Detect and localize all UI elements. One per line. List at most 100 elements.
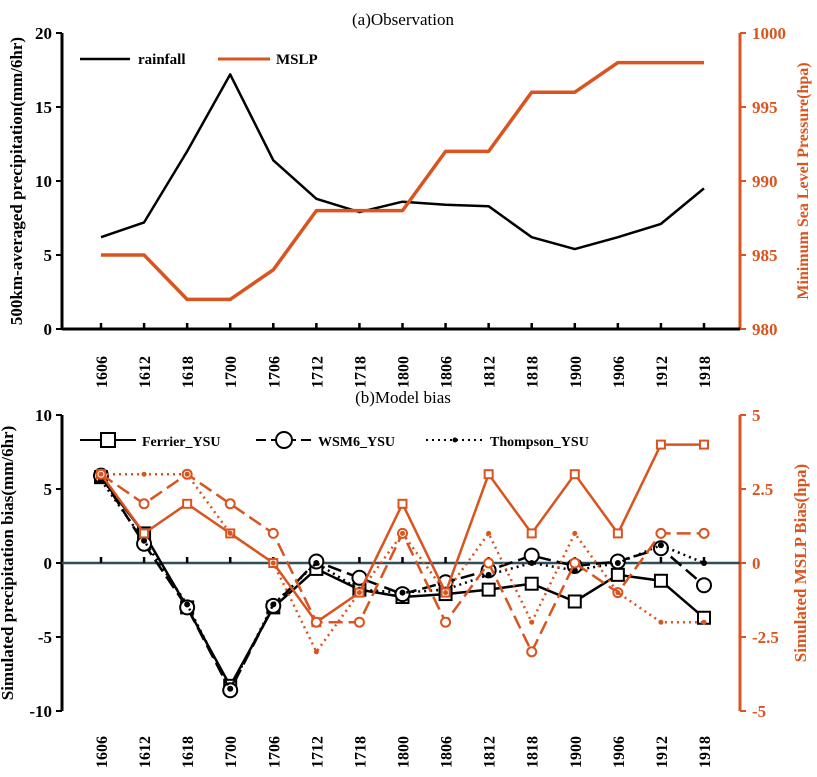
- wsm6_ysu-point: [696, 577, 712, 594]
- series-5-point: [486, 530, 492, 536]
- series-4-point: [267, 527, 279, 539]
- panel-b-right-axis-label: Simulated MSLP Bias(hpa): [791, 464, 810, 662]
- panel-a-left-axis-label: 500km-averaged precipitation(mm/6hr): [7, 37, 26, 325]
- right-y-tick-label: -2.5: [752, 628, 779, 647]
- series-3-point: [397, 498, 408, 509]
- series-5-point: [356, 590, 362, 596]
- left-y-tick-label: -5: [38, 628, 52, 647]
- ferrier_ysu-point: [610, 567, 625, 582]
- panel-a-title: (a)Observation: [352, 10, 454, 29]
- x-tick-label: 1618: [180, 356, 197, 388]
- x-tick-label: 1812: [482, 736, 499, 768]
- x-tick-label: 1918: [697, 356, 714, 388]
- series-3-point: [139, 528, 150, 539]
- x-tick-label: 1618: [180, 736, 197, 768]
- left-y-tick-label: 5: [44, 246, 53, 265]
- thompson_ysu-point: [528, 560, 535, 566]
- panel-a-legend: rainfall MSLP: [80, 52, 318, 68]
- series-3-point: [182, 498, 193, 509]
- right-y-tick-label: 0: [752, 554, 761, 573]
- x-tick-label: 1912: [654, 736, 671, 768]
- thompson_ysu-point: [313, 560, 320, 566]
- x-tick-label: 1706: [266, 356, 283, 388]
- x-tick-label: 1700: [223, 736, 240, 768]
- thompson_ysu-point: [701, 560, 707, 566]
- series-4-point: [483, 557, 495, 569]
- right-y-tick-label: 2.5: [752, 480, 773, 499]
- legend-wsm6-marker: [275, 431, 293, 449]
- series-5-point: [141, 471, 147, 477]
- series-4-point: [138, 498, 150, 510]
- thompson_ysu-point: [399, 589, 406, 596]
- series-5-point: [658, 619, 664, 625]
- ferrier_ysu-point: [653, 573, 668, 588]
- x-tick-label: 1606: [94, 356, 111, 388]
- x-tick-label: 1918: [697, 736, 714, 768]
- x-tick-label: 1800: [396, 356, 413, 388]
- ferrier_ysu-point: [567, 594, 582, 609]
- series-4-point: [440, 616, 452, 628]
- series-3-point: [655, 439, 666, 450]
- series-4-point: [310, 616, 322, 628]
- panel-a-right-axis-label: Minimum Sea Level Pressure(hpa): [795, 62, 812, 299]
- x-tick-label: 1818: [525, 356, 542, 388]
- series-5-point: [615, 590, 621, 596]
- left-y-tick-label: 10: [35, 406, 52, 425]
- right-y-tick-label: -5: [752, 702, 766, 721]
- series-4-point: [353, 616, 365, 628]
- legend-thompson-marker: [452, 437, 458, 443]
- right-y-tick-label: 980: [752, 320, 778, 339]
- right-y-tick-label: 1000: [752, 24, 786, 43]
- series-4-point: [224, 498, 236, 510]
- x-tick-label: 1912: [654, 356, 671, 388]
- legend-ferrier-label: Ferrier_YSU: [142, 435, 221, 450]
- x-tick-label: 1712: [309, 356, 326, 388]
- series-3-point: [699, 439, 709, 450]
- right-y-tick-label: 995: [752, 98, 778, 117]
- mslp-line: [101, 60, 704, 302]
- series-5-point: [400, 530, 405, 536]
- panel-b-tick-labels: -10 -5 0 5 10 -5 -2.5 0 2.5 5 1606 1612 1618 1700 1706…: [29, 406, 779, 768]
- legend-wsm6-label: WSM6_YSU: [318, 435, 395, 450]
- thompson_ysu-point: [485, 571, 492, 578]
- right-y-tick-label: 990: [752, 172, 778, 191]
- ferrier_ysu-point: [524, 576, 539, 591]
- wsm6_ysu-line: [99, 475, 705, 692]
- panel-b-title: (b)Model bias: [355, 388, 451, 407]
- rainfall-line: [100, 73, 705, 251]
- panel-b-axes: [56, 414, 746, 712]
- panel-a-axes: [56, 32, 746, 331]
- x-tick-label: 1706: [266, 736, 283, 768]
- x-tick-label: 1900: [568, 356, 585, 388]
- thompson_ysu-line: [99, 479, 705, 691]
- left-y-tick-label: -10: [29, 702, 52, 721]
- series-3-point: [569, 469, 580, 480]
- series-5-point: [701, 619, 707, 625]
- x-tick-label: 1800: [396, 736, 413, 768]
- legend-thompson-label: Thompson_YSU: [490, 435, 589, 450]
- series-4-point: [698, 527, 710, 539]
- x-tick-label: 1700: [223, 356, 240, 388]
- thompson_ysu-point: [184, 601, 191, 608]
- x-tick-label: 1806: [439, 736, 456, 768]
- legend-rainfall-label: rainfall: [138, 52, 186, 68]
- left-y-tick-label: 0: [44, 320, 53, 339]
- x-tick-label: 1818: [525, 736, 542, 768]
- panel-a-series: [100, 60, 705, 302]
- x-tick-label: 1900: [568, 736, 585, 768]
- left-y-tick-label: 5: [44, 480, 53, 499]
- left-y-tick-label: 10: [35, 172, 52, 191]
- series-5-point: [313, 649, 319, 655]
- series-3-point: [483, 469, 494, 480]
- thompson_ysu-point: [270, 601, 277, 608]
- x-tick-label: 1812: [482, 356, 499, 388]
- series-5-point: [529, 619, 535, 625]
- thompson_ysu-point: [614, 560, 621, 566]
- x-tick-label: 1806: [439, 356, 456, 388]
- x-tick-label: 1612: [137, 356, 154, 388]
- series-5-point: [98, 471, 104, 477]
- panel-a-observation: (a)Observation 500km-averaged precipitat…: [7, 10, 812, 388]
- series-4-point: [526, 646, 538, 658]
- series-3-point: [526, 528, 537, 539]
- panel-b-legend: Ferrier_YSU WSM6_YSU Thompson_YSU: [80, 431, 589, 450]
